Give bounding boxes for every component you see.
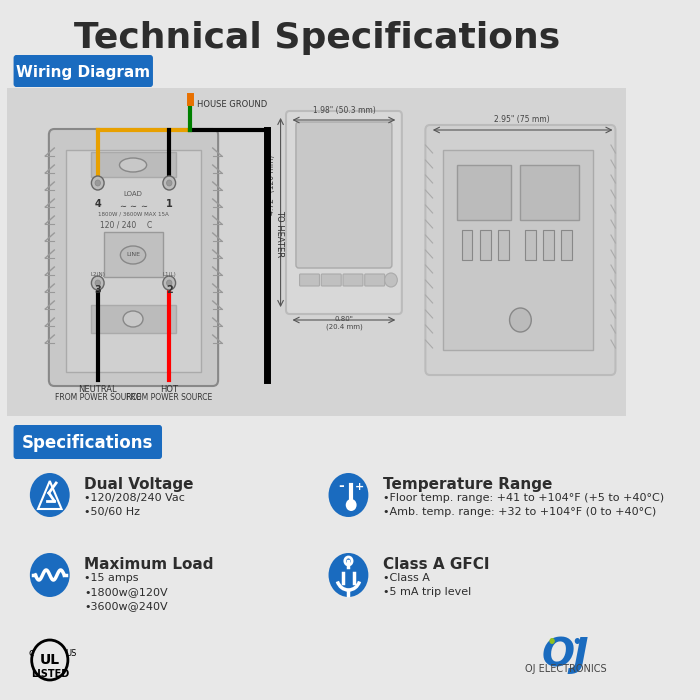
Circle shape	[328, 553, 368, 597]
Text: •15 amps: •15 amps	[84, 573, 139, 583]
Text: 2: 2	[166, 285, 173, 295]
Text: Class A GFCI: Class A GFCI	[383, 557, 489, 572]
Text: •5 mA trip level: •5 mA trip level	[383, 587, 471, 597]
Text: •1800w@120V: •1800w@120V	[84, 587, 168, 597]
Circle shape	[163, 276, 176, 290]
Text: LINE: LINE	[126, 253, 140, 258]
Text: OJ: OJ	[542, 636, 589, 674]
FancyBboxPatch shape	[343, 274, 363, 286]
Text: FROM POWER SOURCE: FROM POWER SOURCE	[126, 393, 212, 402]
Text: FROM POWER SOURCE: FROM POWER SOURCE	[55, 393, 141, 402]
FancyBboxPatch shape	[13, 55, 153, 87]
Circle shape	[575, 638, 580, 644]
Text: 4.72" (120 mm): 4.72" (120 mm)	[267, 155, 276, 215]
FancyBboxPatch shape	[321, 274, 341, 286]
Circle shape	[92, 276, 104, 290]
Bar	[520, 165, 579, 220]
Circle shape	[95, 180, 101, 186]
Text: LISTED: LISTED	[31, 669, 69, 679]
Bar	[480, 230, 491, 260]
Bar	[457, 165, 512, 220]
Circle shape	[167, 280, 172, 286]
FancyBboxPatch shape	[7, 88, 626, 416]
Circle shape	[550, 638, 555, 644]
FancyBboxPatch shape	[286, 111, 402, 314]
Text: •50/60 Hz: •50/60 Hz	[84, 507, 140, 517]
Text: -: -	[338, 479, 344, 493]
Circle shape	[167, 180, 172, 186]
FancyBboxPatch shape	[426, 125, 615, 375]
FancyBboxPatch shape	[300, 274, 319, 286]
Circle shape	[510, 308, 531, 332]
Text: OJ ELECTRONICS: OJ ELECTRONICS	[525, 664, 606, 674]
Text: HOUSE GROUND: HOUSE GROUND	[197, 100, 267, 109]
Circle shape	[92, 176, 104, 190]
Bar	[561, 230, 572, 260]
Bar	[525, 230, 536, 260]
Text: UL: UL	[40, 653, 60, 667]
Text: 4: 4	[94, 199, 101, 209]
Bar	[461, 230, 472, 260]
Circle shape	[346, 499, 356, 511]
Text: 1: 1	[166, 199, 173, 209]
Text: +: +	[355, 482, 364, 492]
Text: •3600w@240V: •3600w@240V	[84, 601, 168, 611]
Bar	[498, 230, 509, 260]
Text: C: C	[147, 221, 152, 230]
Text: TO HEATER: TO HEATER	[275, 210, 284, 257]
Bar	[90, 152, 176, 177]
Text: 2.95" (75 mm): 2.95" (75 mm)	[494, 115, 550, 124]
Text: Specifications: Specifications	[22, 434, 153, 452]
Text: 1800W / 3600W MAX 15A: 1800W / 3600W MAX 15A	[98, 211, 169, 216]
Text: •Class A: •Class A	[383, 573, 430, 583]
Text: $\sim\sim\sim$: $\sim\sim\sim$	[118, 201, 148, 210]
Ellipse shape	[120, 158, 146, 172]
Text: 0.80"
(20.4 mm): 0.80" (20.4 mm)	[326, 316, 363, 330]
Text: 1.98" (50.3 mm): 1.98" (50.3 mm)	[313, 106, 375, 115]
Text: •Floor temp. range: +41 to +104°F (+5 to +40°C): •Floor temp. range: +41 to +104°F (+5 to…	[383, 493, 664, 503]
Text: HOT: HOT	[160, 385, 178, 394]
Ellipse shape	[120, 246, 146, 264]
FancyBboxPatch shape	[66, 150, 201, 372]
FancyBboxPatch shape	[296, 122, 392, 268]
Text: 120 / 240: 120 / 240	[99, 221, 136, 230]
Text: NEUTRAL: NEUTRAL	[78, 385, 117, 394]
Text: •Amb. temp. range: +32 to +104°F (0 to +40°C): •Amb. temp. range: +32 to +104°F (0 to +…	[383, 507, 656, 517]
FancyBboxPatch shape	[13, 425, 162, 459]
Circle shape	[328, 473, 368, 517]
Bar	[90, 305, 176, 333]
Text: LOAD: LOAD	[124, 191, 143, 197]
Bar	[543, 230, 554, 260]
Text: L2(N): L2(N)	[90, 272, 105, 277]
FancyBboxPatch shape	[49, 129, 218, 386]
Text: US: US	[65, 649, 76, 658]
Ellipse shape	[123, 311, 143, 327]
Circle shape	[30, 553, 70, 597]
Text: Technical Specifications: Technical Specifications	[74, 21, 560, 55]
Bar	[104, 232, 163, 277]
Text: L1(L): L1(L)	[162, 272, 176, 277]
Bar	[444, 150, 593, 350]
Text: •120/208/240 Vac: •120/208/240 Vac	[84, 493, 185, 503]
Text: Maximum Load: Maximum Load	[84, 557, 214, 572]
Circle shape	[385, 273, 398, 287]
Circle shape	[30, 473, 70, 517]
Circle shape	[95, 280, 101, 286]
FancyBboxPatch shape	[365, 274, 385, 286]
Text: c: c	[29, 648, 34, 658]
Circle shape	[163, 176, 176, 190]
Text: Wiring Diagram: Wiring Diagram	[16, 64, 150, 80]
Text: Dual Voltage: Dual Voltage	[84, 477, 194, 492]
Text: 3: 3	[94, 285, 101, 295]
Text: Temperature Range: Temperature Range	[383, 477, 552, 492]
